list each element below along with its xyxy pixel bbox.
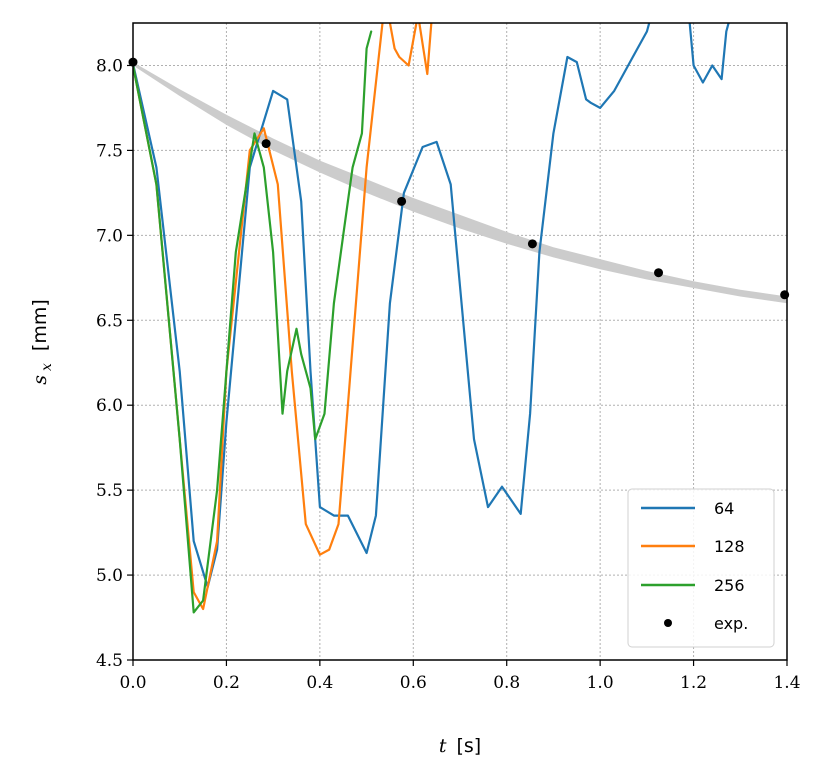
model-band xyxy=(133,62,787,304)
series-line-128 xyxy=(133,23,433,611)
legend-label-128: 128 xyxy=(714,537,745,556)
legend-label-exp: exp. xyxy=(714,614,748,633)
y-axis-symbol: s xyxy=(29,375,51,385)
y-tick-label: 6.0 xyxy=(96,396,123,416)
x-tick-label: 0.2 xyxy=(213,673,240,693)
exp-point xyxy=(527,239,537,249)
legend-box xyxy=(627,488,775,648)
y-tick-label: 8.0 xyxy=(96,56,123,76)
x-axis: 0.0 0.2 0.4 0.6 0.8 1.0 1.2 1.4 xyxy=(119,660,801,693)
model-band-area xyxy=(133,62,787,304)
y-axis-label: s x [mm] xyxy=(29,299,55,385)
y-tick-label: 5.0 xyxy=(96,566,123,586)
series-line-256 xyxy=(133,30,373,614)
y-tick-label: 6.5 xyxy=(96,311,123,331)
exp-point xyxy=(654,268,664,278)
legend-label-64: 64 xyxy=(714,499,734,518)
x-tick-label: 1.0 xyxy=(587,673,614,693)
x-axis-unit: [s] xyxy=(456,735,481,757)
y-axis: 4.5 5.0 5.5 6.0 6.5 7.0 7.5 8.0 xyxy=(96,56,133,671)
series-layer xyxy=(133,23,730,614)
x-tick-label: 1.4 xyxy=(773,673,800,693)
legend-marker-exp xyxy=(664,619,672,627)
legend-label-256: 256 xyxy=(714,576,745,595)
x-tick-label: 0.0 xyxy=(119,673,146,693)
y-tick-label: 4.5 xyxy=(96,651,123,671)
x-axis-symbol: t xyxy=(439,735,447,757)
x-axis-label: t [s] xyxy=(439,735,481,757)
x-tick-label: 1.2 xyxy=(680,673,707,693)
x-tick-label: 0.8 xyxy=(493,673,520,693)
exp-point xyxy=(397,196,407,206)
x-tick-label: 0.4 xyxy=(306,673,333,693)
y-tick-label: 7.5 xyxy=(96,141,123,161)
y-axis-unit: [mm] xyxy=(29,299,51,351)
y-axis-subscript: x xyxy=(39,363,55,371)
y-tick-label: 7.0 xyxy=(96,226,123,246)
legend: 64 128 256 exp. xyxy=(627,488,775,648)
plot-frame xyxy=(132,22,788,661)
x-tick-label: 0.6 xyxy=(400,673,427,693)
series-line-64 xyxy=(133,23,730,589)
exp-points xyxy=(128,57,790,300)
exp-point xyxy=(261,139,271,149)
exp-point xyxy=(780,290,790,300)
y-tick-label: 5.5 xyxy=(96,481,123,501)
